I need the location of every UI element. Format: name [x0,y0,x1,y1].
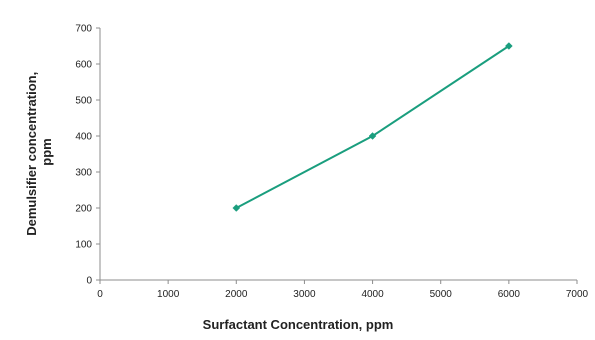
x-tick-label: 3000 [293,289,316,300]
y-tick-label: 400 [75,132,92,143]
y-tick-label: 0 [86,276,92,287]
x-tick-label: 4000 [361,289,384,300]
y-tick-label: 600 [75,60,92,71]
y-tick-label: 200 [75,204,92,215]
data-point [368,132,377,140]
y-axis-title-line-2: ppm [39,138,54,165]
y-tick-label: 500 [75,96,92,107]
y-tick-label: 100 [75,240,92,251]
series [232,42,513,212]
x-tick-label: 2000 [225,289,248,300]
x-tick-label: 6000 [498,289,521,300]
y-tick-label: 700 [75,24,92,35]
x-tick-label: 0 [97,289,103,300]
y-axis-title-line-1: Demulsifier concentration, [24,72,39,236]
y-axis-title: Demulsifier concentration, ppm [24,68,54,236]
data-point [232,204,241,212]
x-tick-label: 1000 [157,289,180,300]
y-tick-label: 300 [75,168,92,179]
series-line [235,45,510,209]
x-tick-label: 5000 [430,289,453,300]
data-point [505,42,513,50]
x-axis-title: Surfactant Concentration, ppm [203,317,394,332]
axes [99,28,577,281]
x-tick-label: 7000 [566,289,589,300]
